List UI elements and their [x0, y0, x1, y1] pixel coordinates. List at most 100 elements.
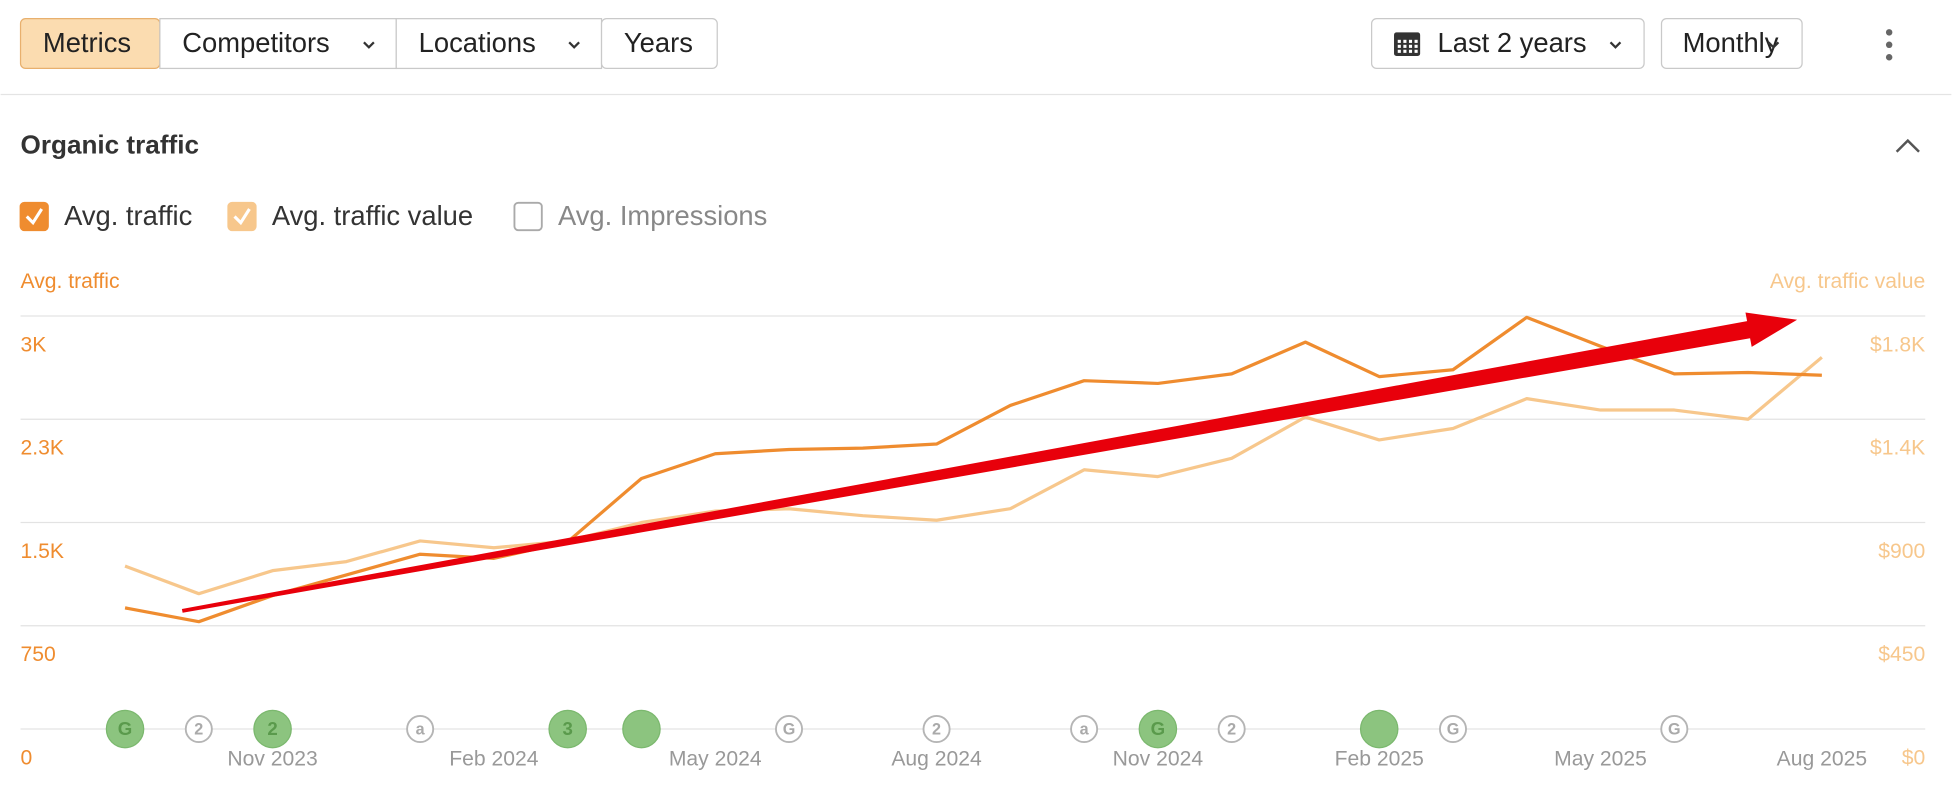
event-badge [775, 715, 804, 744]
event-label: G [1447, 721, 1460, 739]
event-badge [184, 715, 213, 744]
kebab-menu[interactable] [1885, 29, 1893, 61]
dot [1885, 53, 1893, 61]
y-tick-label: 750 [21, 643, 56, 666]
dot [1885, 41, 1893, 49]
section-title: Organic traffic [21, 130, 199, 160]
y2-axis-title: Avg. traffic value [1770, 270, 1925, 293]
tab-label: Years [624, 27, 693, 58]
checkbox [227, 201, 257, 232]
event-badge [922, 715, 951, 744]
calendar-cell [1408, 44, 1413, 48]
dropdown-chevron [1609, 41, 1622, 49]
calendar-cell [1403, 39, 1407, 43]
legend-label: Avg. traffic value [272, 200, 473, 231]
event-marker[interactable]: 2 [1217, 715, 1246, 744]
calendar-cell [1397, 49, 1401, 53]
event-label: a [1080, 721, 1090, 739]
event-marker[interactable]: G [1438, 715, 1467, 744]
x-tick-label: Feb 2024 [449, 748, 539, 771]
legend-label: Avg. traffic [64, 200, 192, 231]
legend-checkbox[interactable]: Avg. traffic value [227, 200, 473, 232]
event-label: 2 [932, 721, 941, 739]
button-background [1371, 18, 1645, 70]
event-marker[interactable]: a [1070, 715, 1099, 744]
y2-tick-label: $900 [1878, 540, 1925, 563]
plot-area: 0 750 1.5K 2.3K 3K $0 $450 $900 $1.4K $1.8K Nov 20… [21, 315, 1926, 771]
event-badge [253, 709, 292, 749]
event-marker[interactable]: 2 [922, 715, 951, 744]
event-marker[interactable] [1359, 709, 1399, 749]
event-marker[interactable]: G [105, 709, 145, 749]
tab-label: Metrics [43, 27, 131, 58]
event-label: a [416, 721, 426, 739]
y2-tick-label: $1.4K [1870, 437, 1925, 460]
event-marker[interactable]: G [1138, 709, 1178, 749]
event-label: G [783, 721, 796, 739]
event-label: 3 [562, 718, 572, 739]
event-badge [105, 709, 145, 749]
dropdown-chevron [1767, 41, 1780, 49]
event-marker[interactable]: 3 [548, 709, 587, 749]
tab-background [600, 18, 718, 70]
event-label: 2 [267, 718, 277, 739]
y-tick-label: 0 [21, 746, 33, 769]
checkbox [19, 201, 49, 232]
granularity-dropdown[interactable]: Monthly [1660, 18, 1803, 70]
event-badge [406, 715, 435, 744]
tab-button[interactable]: Locations [395, 18, 603, 70]
y-tick-label: 1.5K [21, 540, 64, 563]
tab-button[interactable]: Years [600, 18, 718, 70]
y-axis-title: Avg. traffic [21, 270, 120, 293]
series-line [124, 315, 1822, 624]
event-marker[interactable]: 2 [184, 715, 213, 744]
tab-button[interactable]: Metrics [19, 18, 161, 70]
legend-checkbox[interactable]: Avg. Impressions [513, 200, 767, 232]
tab-label: Locations [419, 27, 536, 58]
event-marker[interactable]: a [406, 715, 435, 744]
dot [1885, 29, 1893, 36]
x-tick-label: Feb 2025 [1335, 748, 1424, 771]
dropdown-chevron [568, 41, 580, 49]
checkbox [513, 201, 543, 232]
x-tick-label: Aug 2024 [891, 748, 982, 771]
tab-label: Competitors [182, 27, 329, 58]
button-label: Monthly [1683, 27, 1779, 58]
x-tick-label: Aug 2025 [1777, 748, 1867, 771]
tab-button[interactable]: Competitors [159, 18, 397, 70]
date-range-dropdown[interactable]: Last 2 years [1371, 18, 1645, 70]
button-background [1660, 18, 1803, 70]
event-label: 2 [1227, 721, 1236, 739]
collapse-button[interactable] [1895, 138, 1920, 153]
event-marker[interactable] [622, 709, 661, 749]
calendar-cell [1414, 44, 1418, 48]
event-marker[interactable]: 2 [253, 709, 292, 749]
event-label: G [1151, 718, 1166, 739]
legend-checkbox[interactable]: Avg. traffic [19, 200, 193, 232]
trend-arrow-annotation [181, 312, 1798, 613]
dropdown-chevron [363, 41, 375, 49]
legend-label: Avg. Impressions [558, 200, 767, 231]
series-line [124, 356, 1823, 596]
tab-background [395, 18, 603, 70]
calendar-cell [1403, 44, 1407, 48]
y2-tick-label: $0 [1902, 746, 1926, 769]
event-marker[interactable]: G [1660, 715, 1689, 744]
x-tick-label: Nov 2024 [1113, 748, 1204, 771]
event-marker[interactable]: G [775, 715, 804, 744]
event-badge [1070, 715, 1099, 744]
event-label: G [118, 718, 133, 739]
event-badge [622, 709, 661, 749]
event-badge [1359, 709, 1399, 749]
x-tick-label: Nov 2023 [227, 748, 317, 771]
calendar-cell [1397, 39, 1401, 43]
calendar-cell [1414, 49, 1418, 53]
calendar-cell [1403, 49, 1407, 53]
calendar-cell [1397, 44, 1401, 48]
event-badge [1438, 715, 1467, 744]
y2-tick-label: $450 [1878, 643, 1925, 666]
calendar-cell [1408, 49, 1413, 53]
x-tick-label: May 2025 [1554, 748, 1647, 771]
